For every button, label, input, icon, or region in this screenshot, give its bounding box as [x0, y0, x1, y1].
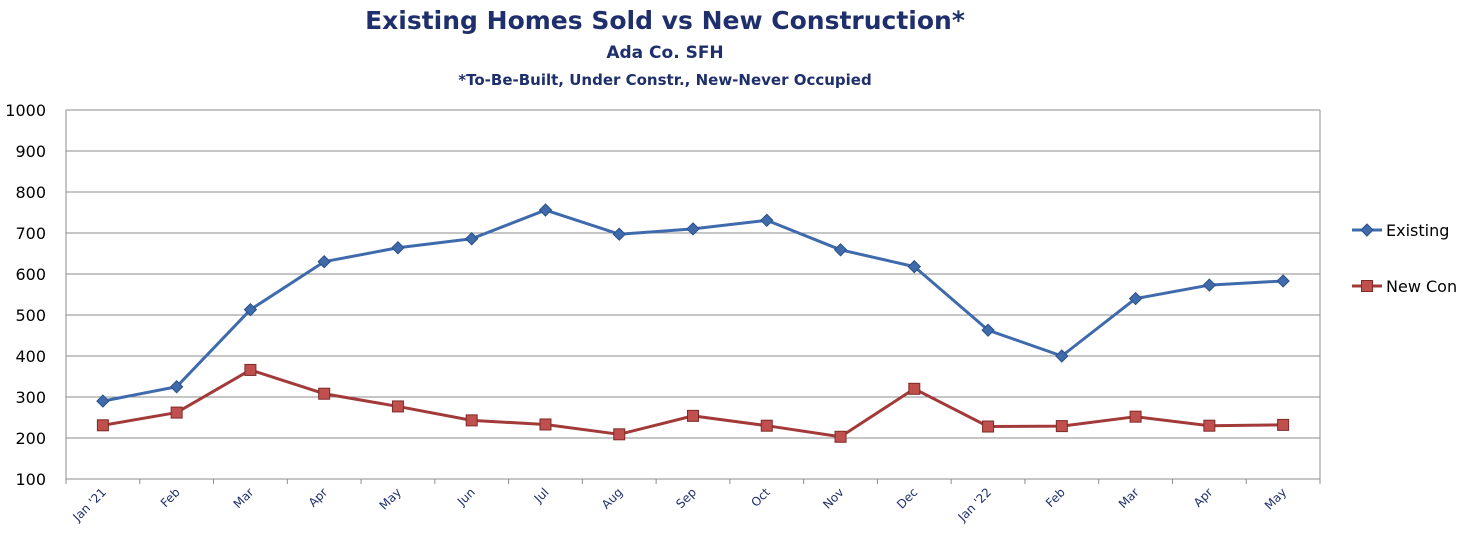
legend-marker-diamond	[1360, 223, 1374, 237]
data-point-existing	[686, 222, 700, 236]
data-point-existing	[464, 232, 479, 246]
data-point-existing	[1202, 278, 1217, 292]
y-tick-label: 900	[15, 142, 46, 161]
series-line-existing	[102, 208, 1284, 403]
y-tick-label: 400	[15, 347, 46, 366]
data-point-existing	[538, 203, 553, 217]
legend-label: Existing	[1386, 221, 1449, 240]
y-tick-label: 600	[15, 265, 46, 284]
data-point-new-con	[96, 419, 109, 432]
y-tick-label: 500	[15, 306, 46, 325]
data-point-new-con	[613, 428, 626, 441]
data-point-new-con	[391, 400, 404, 413]
chart-note: *To-Be-Built, Under Constr., New-Never O…	[458, 71, 872, 89]
data-point-existing	[760, 213, 774, 227]
data-point-existing	[981, 323, 995, 337]
data-point-existing	[317, 254, 331, 269]
data-point-new-con	[1129, 410, 1142, 423]
x-tick-label: Jul	[531, 485, 552, 506]
data-point-new-con	[1203, 419, 1216, 432]
data-point-new-con	[318, 387, 331, 400]
legend-label: New Con	[1386, 277, 1457, 296]
data-point-existing	[243, 302, 258, 317]
x-tick-label: Mar	[1116, 485, 1142, 511]
data-point-existing	[612, 227, 626, 241]
y-tick-label: 200	[15, 429, 46, 448]
legend-marker-square	[1361, 280, 1373, 292]
data-point-new-con	[465, 414, 478, 427]
data-point-new-con	[539, 418, 552, 431]
data-point-new-con	[908, 382, 921, 395]
data-point-existing	[1055, 349, 1069, 363]
data-point-new-con	[982, 420, 995, 433]
data-point-new-con	[1055, 420, 1068, 433]
data-point-new-con	[687, 409, 699, 422]
series-line-new-con	[102, 368, 1284, 439]
data-point-existing	[833, 243, 848, 257]
y-tick-label: 1000	[5, 101, 46, 120]
x-tick-label: Dec	[894, 485, 920, 511]
data-point-existing	[169, 380, 184, 394]
x-tick-label: Jan '21	[69, 485, 109, 525]
x-tick-label: Jan '22	[955, 485, 995, 525]
chart-subtitle: Ada Co. SFH	[606, 43, 724, 63]
y-tick-label: 300	[15, 388, 46, 407]
x-tick-label: Mar	[231, 485, 257, 511]
x-tick-label: Feb	[158, 485, 183, 510]
data-point-new-con	[834, 430, 847, 443]
y-tick-label: 700	[15, 224, 46, 243]
x-tick-label: Aug	[599, 485, 625, 511]
data-point-existing	[96, 394, 110, 408]
y-tick-label: 800	[15, 183, 46, 202]
x-tick-label: Feb	[1043, 485, 1068, 510]
x-tick-label: Jun	[454, 485, 478, 509]
x-tick-label: Apr	[1191, 485, 1216, 510]
chart-title: Existing Homes Sold vs New Construction*	[365, 6, 965, 35]
data-point-new-con	[760, 419, 773, 432]
x-tick-label: Apr	[306, 485, 331, 510]
x-tick-label: Sep	[673, 485, 699, 511]
data-point-new-con	[244, 363, 257, 376]
data-point-new-con	[170, 406, 183, 419]
data-point-existing	[1276, 274, 1290, 288]
data-point-new-con	[1277, 418, 1290, 431]
y-tick-label: 100	[15, 470, 46, 489]
data-point-existing	[907, 259, 922, 274]
x-tick-label: May	[377, 485, 404, 512]
x-tick-label: Nov	[820, 485, 846, 511]
data-point-existing	[391, 241, 405, 255]
x-tick-label: May	[1262, 485, 1289, 512]
x-tick-label: Oct	[748, 485, 773, 510]
data-point-existing	[1128, 291, 1143, 306]
